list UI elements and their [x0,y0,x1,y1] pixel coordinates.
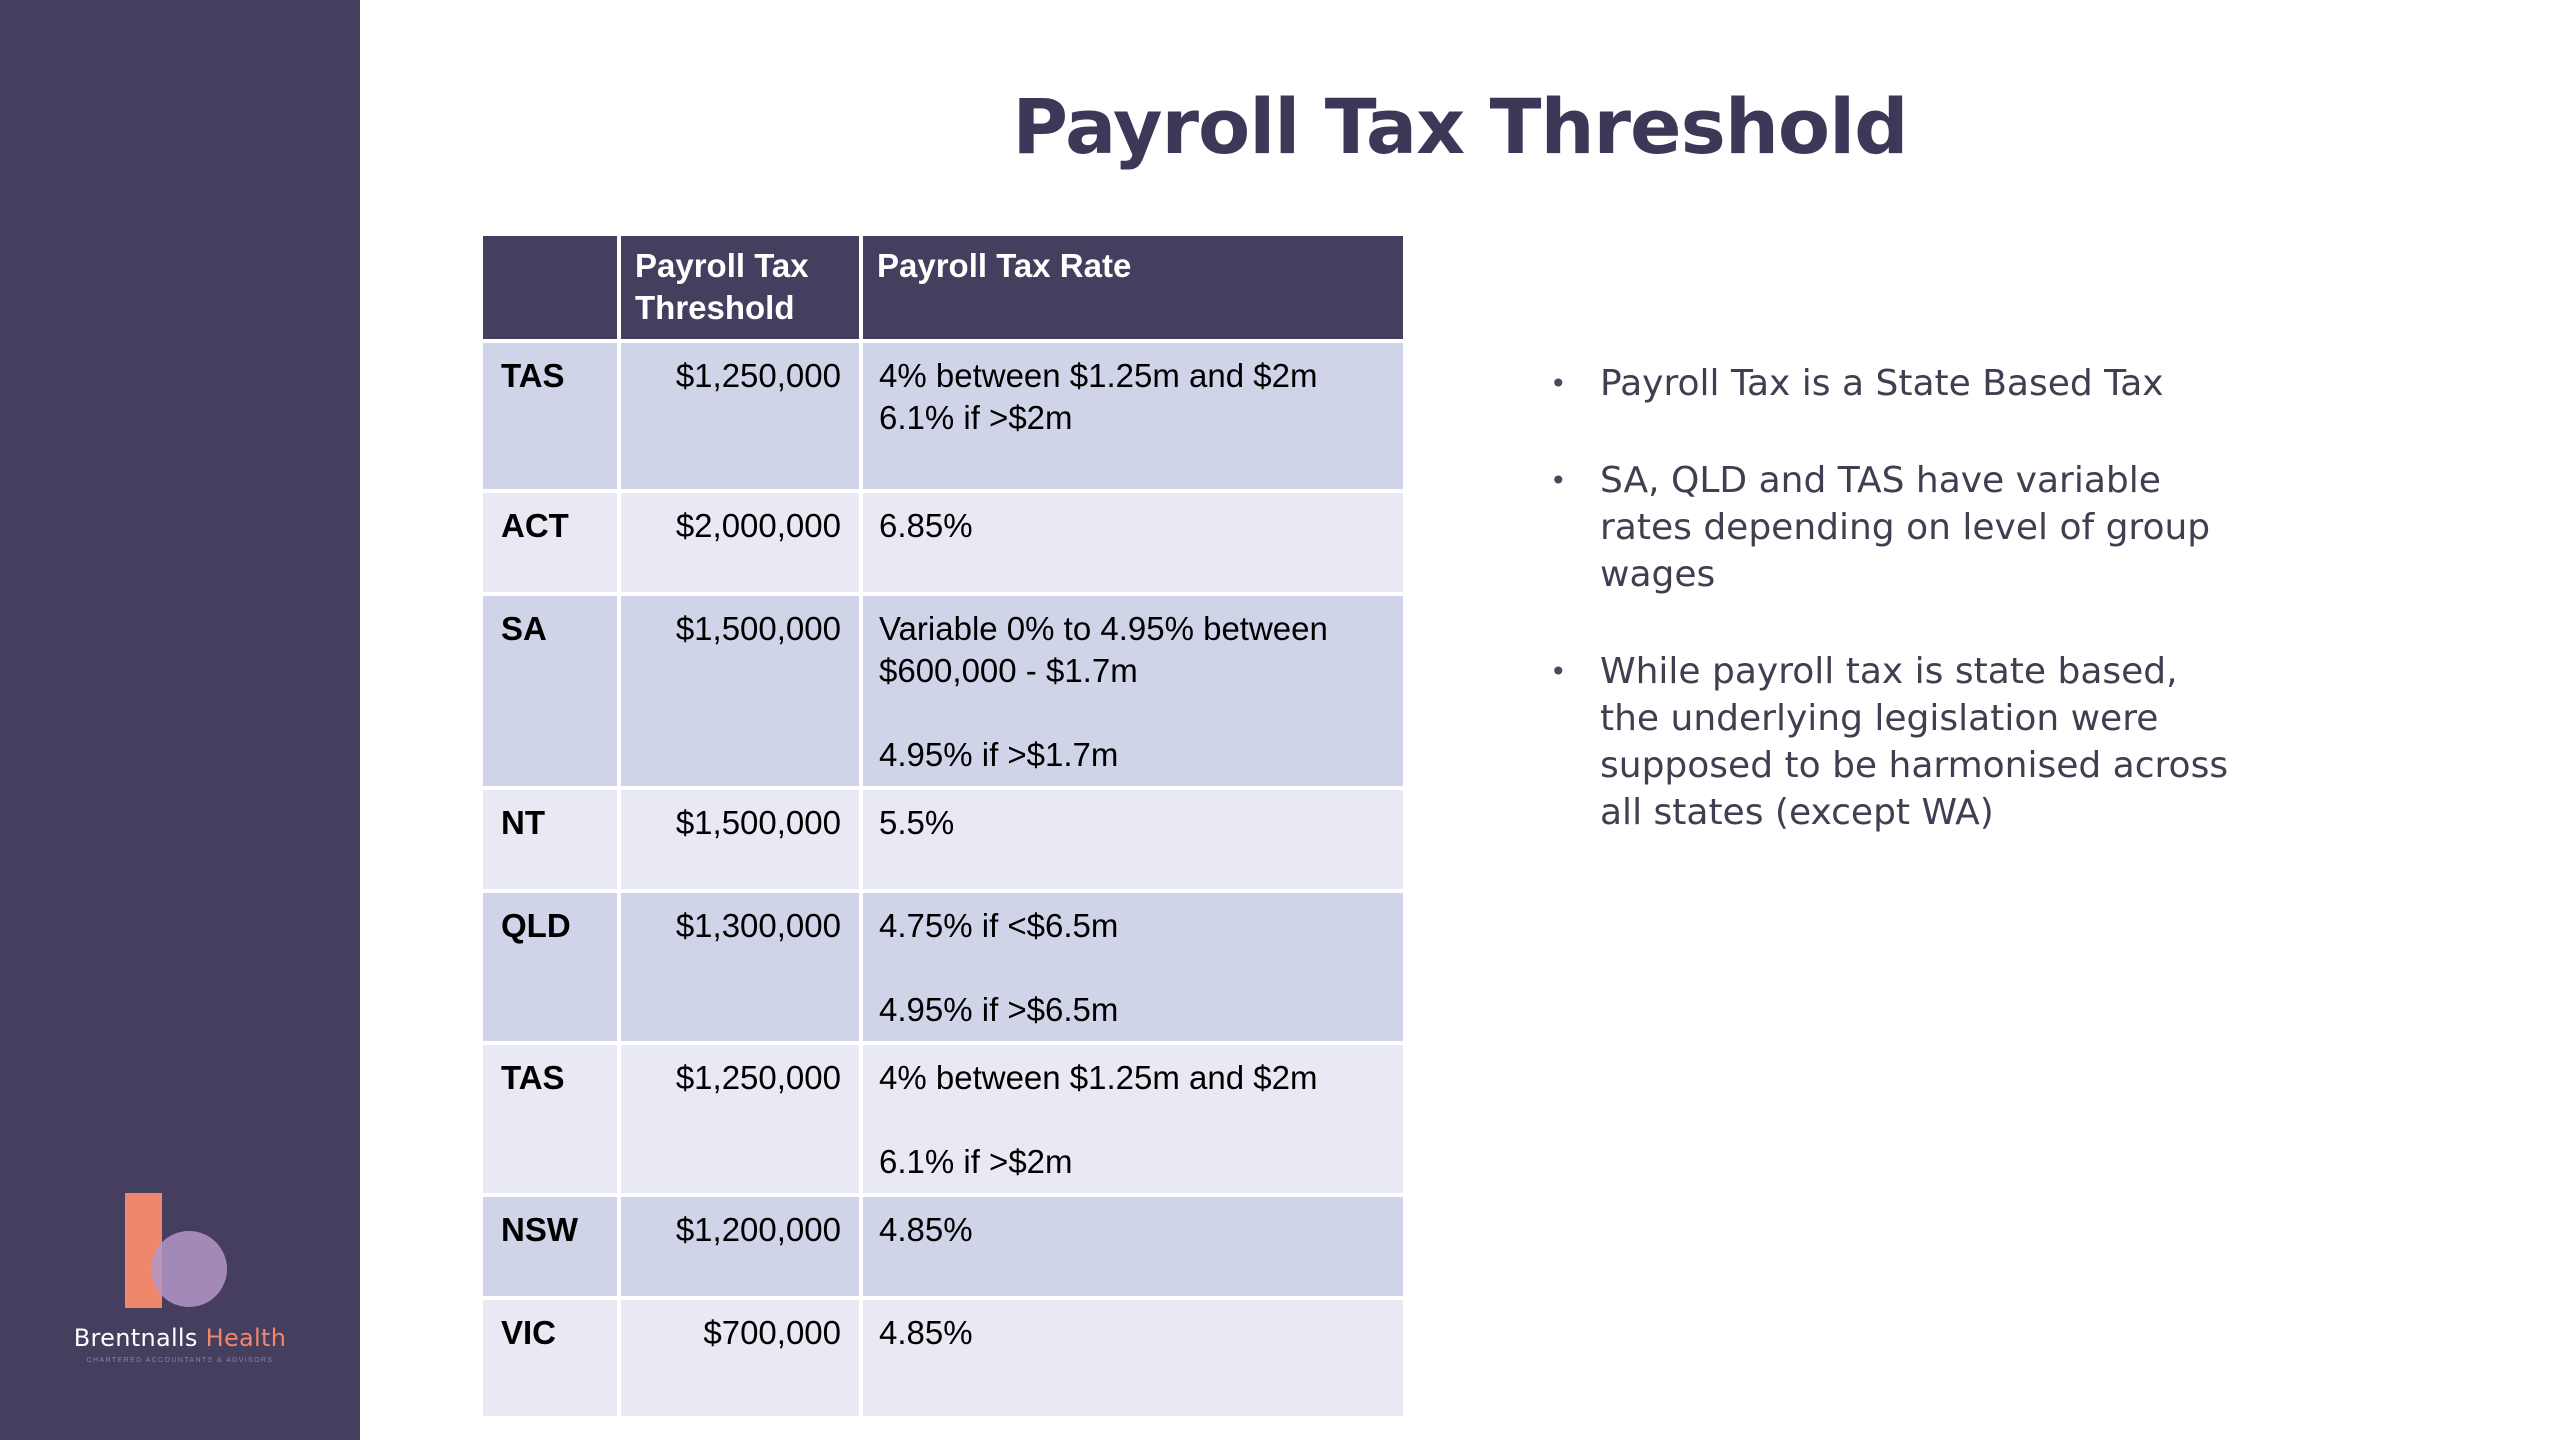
header-state [479,232,621,343]
rate-line: 4.95% if >$1.7m [879,736,1119,773]
rate-line: 6.1% if >$2m [879,399,1073,436]
rate-line: $600,000 - $1.7m [879,652,1138,689]
bullet-text: Payroll Tax is a State Based Tax [1600,363,2164,404]
threshold-cell: $700,000 [617,1296,863,1420]
rate-line: 4.85% [879,1211,973,1248]
bullet-dot-icon: • [1550,655,1567,688]
logo-name: Brentnalls Health [60,1324,300,1352]
bullet-dot-icon: • [1550,464,1567,497]
table-row: SA $1,500,000 Variable 0% to 4.95% between… [479,592,1407,790]
bullet-dot-icon: • [1550,367,1567,400]
state-cell: TAS [479,1041,621,1197]
state-cell: NT [479,786,621,893]
threshold-cell: $1,500,000 [617,786,863,893]
state-cell: NSW [479,1193,621,1300]
rate-cell: 6.85% [859,489,1407,596]
brentnalls-logo: Brentnalls Health CHARTERED ACCOUNTANTS … [60,1190,300,1390]
header-rate: Payroll Tax Rate [859,232,1407,343]
rate-line: 4.95% if >$6.5m [879,991,1119,1028]
state-cell: QLD [479,889,621,1045]
rate-cell: 4.85% [859,1296,1407,1420]
state-cell: TAS [479,339,621,493]
bullet-item: • SA, QLD and TAS have variable rates de… [1540,457,2240,598]
rate-cell: 4.85% [859,1193,1407,1300]
slide-title: Payroll Tax Threshold [1012,82,1908,171]
table-row: VIC $700,000 4.85% [479,1296,1407,1420]
state-cell: VIC [479,1296,621,1420]
logo-circle-shape [151,1231,227,1307]
table-row: QLD $1,300,000 4.75% if <$6.5m 4.95% if >$6… [479,889,1407,1045]
rate-line [879,692,1387,734]
rate-line: 4% between $1.25m and $2m [879,1059,1318,1096]
rate-line: Variable 0% to 4.95% between [879,610,1328,647]
rate-cell: Variable 0% to 4.95% between $600,000 - $… [859,592,1407,790]
threshold-cell: $1,500,000 [617,592,863,790]
table-row: NT $1,500,000 5.5% [479,786,1407,893]
rate-cell: 4% between $1.25m and $2m 6.1% if >$2m [859,339,1407,493]
table-row: NSW $1,200,000 4.85% [479,1193,1407,1300]
rate-line: 4.75% if <$6.5m [879,907,1119,944]
rate-cell: 5.5% [859,786,1407,893]
bullet-text: While payroll tax is state based, the un… [1600,651,2229,833]
rate-line: 4% between $1.25m and $2m [879,357,1318,394]
rate-line: 5.5% [879,804,955,841]
rate-cell: 4% between $1.25m and $2m 6.1% if >$2m [859,1041,1407,1197]
threshold-cell: $1,300,000 [617,889,863,1045]
bullet-item: • Payroll Tax is a State Based Tax [1540,360,2240,407]
header-threshold: Payroll Tax Threshold [617,232,863,343]
rate-cell: 4.75% if <$6.5m 4.95% if >$6.5m [859,889,1407,1045]
threshold-cell: $1,250,000 [617,1041,863,1197]
state-cell: SA [479,592,621,790]
table-row: TAS $1,250,000 4% between $1.25m and $2m 6.… [479,339,1407,493]
payroll-tax-table: Payroll Tax Threshold Payroll Tax Rate T… [479,232,1407,1420]
bullet-list: • Payroll Tax is a State Based Tax • SA,… [1540,360,2240,886]
logo-name-part2: Health [205,1324,287,1352]
state-cell: ACT [479,489,621,596]
threshold-cell: $1,200,000 [617,1193,863,1300]
table-row: ACT $2,000,000 6.85% [479,489,1407,596]
table-header-row: Payroll Tax Threshold Payroll Tax Rate [479,232,1407,343]
bullet-text: SA, QLD and TAS have variable rates depe… [1600,460,2211,595]
logo-name-part1: Brentnalls [73,1324,198,1352]
rate-line [879,1099,1387,1141]
rate-line [879,947,1387,989]
rate-line: 4.85% [879,1314,973,1351]
sidebar: Brentnalls Health CHARTERED ACCOUNTANTS … [0,0,360,1440]
table-row: TAS $1,250,000 4% between $1.25m and $2m 6.… [479,1041,1407,1197]
threshold-cell: $2,000,000 [617,489,863,596]
logo-tagline: CHARTERED ACCOUNTANTS & ADVISORS [86,1357,274,1364]
threshold-cell: $1,250,000 [617,339,863,493]
rate-line: 6.1% if >$2m [879,1143,1073,1180]
rate-line: 6.85% [879,507,973,544]
bullet-item: • While payroll tax is state based, the … [1540,648,2240,836]
